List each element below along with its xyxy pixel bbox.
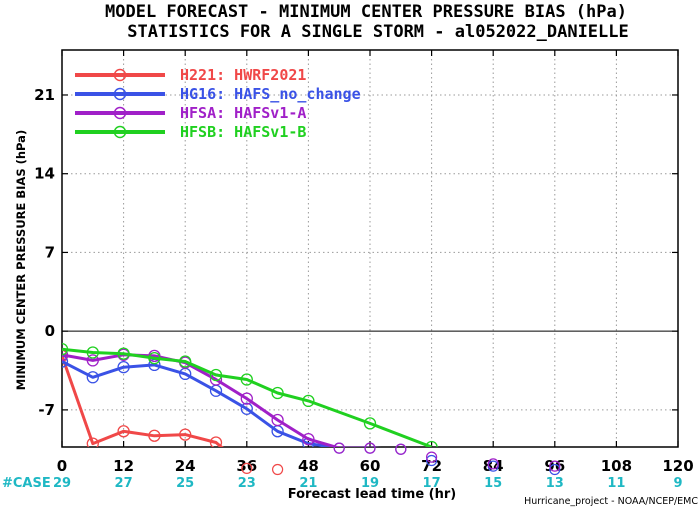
legend-label-hfsa: HFSA: HAFSv1-A	[180, 104, 306, 122]
data-point-hfsa	[364, 442, 376, 454]
data-point-hfsa	[395, 443, 407, 455]
data-point-hg16	[86, 371, 99, 384]
legend-label-hfsb: HFSB: HAFSv1-B	[180, 123, 306, 141]
data-point-h221	[179, 428, 192, 441]
x-axis-label: Forecast lead time (hr)	[288, 487, 456, 502]
chart-title: MODEL FORECAST - MINIMUM CENTER PRESSURE…	[105, 2, 627, 22]
legend-marker-hg16	[113, 87, 127, 101]
credit-text: Hurricane_project - NOAA/NCEP/EMC	[524, 496, 698, 507]
grid	[62, 50, 678, 447]
series-line-hfsb	[62, 347, 433, 447]
data-point-hfsb	[425, 440, 438, 447]
x-tick-label: 24	[175, 457, 196, 475]
data-point-hfsa	[86, 354, 99, 367]
legend-label-h221: H221: HWRF2021	[180, 66, 306, 84]
series-line-h221	[62, 355, 224, 447]
data-point-hg16	[240, 402, 253, 415]
data-point-h221	[86, 437, 99, 447]
data-point-hg16	[549, 463, 561, 476]
data-point-hg16	[62, 355, 69, 368]
data-point-hfsa	[302, 432, 315, 446]
data-point-hfsa	[333, 442, 345, 454]
x-tick-label: 108	[601, 457, 632, 475]
data-point-hfsa	[549, 460, 561, 472]
data-point-hfsb	[209, 368, 223, 382]
legend-marker-hfsb	[113, 125, 127, 139]
data-point-h221	[209, 436, 223, 447]
x-tick-label: 96	[544, 457, 565, 475]
y-tick-label: 7	[45, 243, 55, 261]
data-point-hfsb	[179, 355, 192, 368]
case-counts: #CASE 29 27 25 23 21 19 17 15 13 11 9	[2, 476, 683, 491]
data-point-hfsa	[240, 392, 253, 405]
legend-marker-h221	[113, 68, 127, 82]
case-count: 21	[299, 476, 317, 491]
x-tick-label: 36	[236, 457, 257, 475]
x-tick-label: 84	[483, 457, 504, 475]
y-axis-ticks: -7 0 7 14 21	[34, 86, 678, 419]
case-count: 29	[53, 476, 71, 491]
chart-subtitle: STATISTICS FOR A SINGLE STORM - al052022…	[127, 22, 629, 42]
data-point-hfsb	[86, 346, 99, 359]
y-tick-label: 14	[34, 165, 55, 183]
data-point-hfsa	[271, 413, 284, 427]
data-point-hfsb	[117, 347, 130, 360]
data-point-h221	[272, 463, 284, 476]
case-count: 19	[361, 476, 379, 491]
x-tick-label: 60	[360, 457, 381, 475]
case-count: 25	[176, 476, 194, 491]
data-point-h221	[117, 425, 130, 438]
data-point-hfsb	[240, 373, 253, 386]
x-tick-label: 120	[662, 457, 693, 475]
case-count: 27	[115, 476, 133, 491]
data-point-h221	[241, 462, 253, 474]
data-point-hfsa	[487, 458, 499, 470]
x-tick-label: 0	[57, 457, 67, 475]
legend-label-hg16: HG16: HAFS_no_change	[180, 85, 361, 103]
offplot-markers	[241, 442, 561, 476]
series-line-hg16	[62, 360, 382, 447]
case-count: 17	[423, 476, 441, 491]
case-count: 23	[238, 476, 256, 491]
data-point-hg16	[117, 361, 130, 374]
data-point-hfsb	[148, 352, 161, 365]
data-point-hfsb	[62, 343, 69, 356]
series-layer	[62, 343, 438, 447]
data-point-hfsb	[363, 417, 377, 430]
legend-marker-hfsa	[113, 106, 127, 120]
y-tick-label: 21	[34, 86, 55, 104]
case-count: 15	[484, 476, 502, 491]
case-count: 9	[673, 476, 682, 491]
y-tick-label: -7	[38, 401, 55, 419]
case-count: 11	[607, 476, 625, 491]
y-axis-label: MINIMUM CENTER PRESSURE BIAS (hPa)	[14, 130, 28, 390]
y-tick-label: 0	[45, 322, 55, 340]
data-point-hg16	[426, 454, 438, 467]
data-point-hfsa	[62, 348, 69, 361]
data-point-hfsb	[302, 394, 315, 408]
x-tick-label: 48	[298, 457, 319, 475]
x-tick-label: 12	[113, 457, 134, 475]
data-point-hfsb	[271, 386, 284, 400]
data-point-hfsa	[426, 451, 438, 463]
data-point-h221	[148, 429, 161, 442]
case-label: #CASE	[2, 476, 51, 491]
case-count: 13	[546, 476, 564, 491]
x-axis-ticks: 0 12 24 36 48 60 72 84 96 108 120	[57, 50, 694, 475]
